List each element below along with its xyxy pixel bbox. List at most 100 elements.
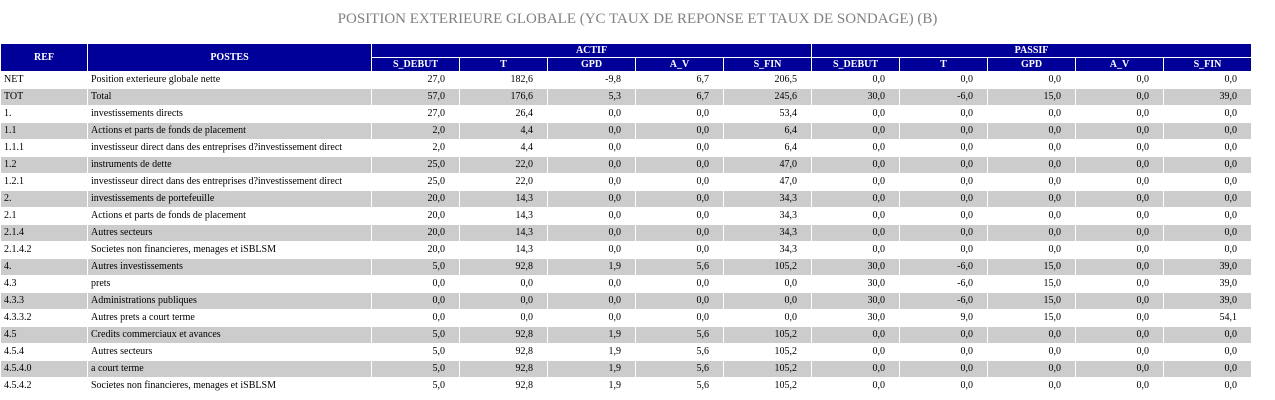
value-cell: 27,0 xyxy=(427,74,446,85)
ref-header: REF xyxy=(1,44,87,71)
value-cell: 0,0 xyxy=(520,312,534,323)
value-cell: 1,9 xyxy=(608,380,622,391)
value-cell: 5,6 xyxy=(636,361,723,377)
table-row: 2.1 Actions et parts de fonds de placemen… xyxy=(1,208,1251,224)
table-row: 4.5.4 Autres secteurs 5,0 92,8 1,9 5,6 105,2 0,… xyxy=(1,344,1251,360)
value-cell: 0,0 xyxy=(1136,244,1150,255)
value-cell: 5,6 xyxy=(696,380,710,391)
ref-cell: 4.3.3 xyxy=(1,293,87,309)
value-cell: 92,8 xyxy=(460,361,547,377)
label-cell: Administrations publiques xyxy=(88,293,371,309)
value-cell: 0,0 xyxy=(1136,108,1150,119)
value-cell: 0,0 xyxy=(520,278,534,289)
value-cell: 0,0 xyxy=(960,244,974,255)
value-cell: 0,0 xyxy=(1048,176,1062,187)
value-cell: 92,8 xyxy=(515,380,534,391)
value-cell: 2,0 xyxy=(432,142,446,153)
subheader-row: S_DEBUT T GPD A_V S_FIN S_DEBUT T GPD A_V S_FIN xyxy=(1,58,1252,71)
value-cell: 0,0 xyxy=(1224,108,1238,119)
value-cell: 0,0 xyxy=(1136,346,1150,357)
group-header: PASSIF xyxy=(812,44,1252,57)
value-cell: 0,0 xyxy=(1076,361,1164,377)
value-cell: 0,0 xyxy=(900,157,988,173)
value-cell: 5,0 xyxy=(372,327,459,343)
value-cell: 0,0 xyxy=(1076,225,1164,241)
value-cell: 0,0 xyxy=(988,123,1076,139)
value-cell: 1,9 xyxy=(608,346,622,357)
column-header: S_FIN xyxy=(724,58,812,71)
value-cell: 0,0 xyxy=(872,74,886,85)
value-cell: 105,2 xyxy=(724,259,812,275)
value-cell: 0,0 xyxy=(1224,74,1238,85)
value-cell: 15,0 xyxy=(988,259,1076,275)
value-cell: 0,0 xyxy=(1048,346,1062,357)
value-cell: 0,0 xyxy=(1076,89,1164,105)
value-cell: 0,0 xyxy=(1048,74,1062,85)
value-cell: 0,0 xyxy=(1164,225,1252,241)
value-cell: 34,3 xyxy=(779,244,798,255)
value-cell: -6,0 xyxy=(900,89,988,105)
value-cell: 0,0 xyxy=(872,244,886,255)
value-cell: 0,0 xyxy=(1136,312,1150,323)
table-row: 1.2.1 investisseur direct dans des entrep… xyxy=(1,174,1251,190)
value-cell: 0,0 xyxy=(900,191,988,207)
value-cell: 0,0 xyxy=(960,210,974,221)
table-body: NET Position exterieure globale nette 27,0… xyxy=(1,72,1252,394)
value-cell: 27,0 xyxy=(427,108,446,119)
value-cell: 182,6 xyxy=(510,74,534,85)
value-cell: 92,8 xyxy=(460,327,547,343)
label-cell: Autres prets a court terme xyxy=(91,312,195,323)
value-cell: 15,0 xyxy=(1043,312,1062,323)
value-cell: 245,6 xyxy=(724,89,812,105)
value-cell: 53,4 xyxy=(779,108,798,119)
value-cell: 1,9 xyxy=(548,361,635,377)
value-cell: 30,0 xyxy=(867,312,886,323)
value-cell: 206,5 xyxy=(774,74,798,85)
value-cell: 0,0 xyxy=(636,293,723,309)
value-cell: 0,0 xyxy=(960,142,974,153)
value-cell: 0,0 xyxy=(1224,380,1238,391)
label-cell: instruments de dette xyxy=(88,157,371,173)
value-cell: 0,0 xyxy=(696,312,710,323)
label-cell: Autres investissements xyxy=(88,259,371,275)
value-cell: 0,0 xyxy=(608,278,622,289)
label-cell: investisseur direct dans des entreprises… xyxy=(91,142,343,153)
label-cell: Societes non financieres, menages et iSB… xyxy=(91,380,276,391)
value-cell: -6,0 xyxy=(900,259,988,275)
value-cell: 92,8 xyxy=(515,346,534,357)
label-cell: Actions et parts de fonds de placement xyxy=(88,123,371,139)
value-cell: 0,0 xyxy=(872,142,886,153)
table-row: TOT Total 57,0 176,6 5,3 6,7 245,6 30,0 -6,0 15,0… xyxy=(1,89,1252,105)
value-cell: 6,4 xyxy=(784,142,798,153)
value-cell: 0,0 xyxy=(608,210,622,221)
column-header: A_V xyxy=(636,58,723,71)
value-cell: 25,0 xyxy=(372,157,459,173)
table-row: 4.3.3.2 Autres prets a court terme 0,0 0,0 0… xyxy=(1,310,1251,326)
table-row: 1.1 Actions et parts de fonds de placemen… xyxy=(1,123,1252,139)
label-cell: investissements directs xyxy=(91,108,183,119)
value-cell: 30,0 xyxy=(812,259,900,275)
table-row: 4.3 prets 0,0 0,0 0,0 0,0 0,0 30,0 -6,0 15,0 0,0 39… xyxy=(1,276,1251,292)
value-cell: 0,0 xyxy=(1076,191,1164,207)
value-cell: 0,0 xyxy=(872,176,886,187)
label-cell: Actions et parts de fonds de placement xyxy=(91,210,246,221)
page-title: POSITION EXTERIEURE GLOBALE (YC TAUX DE … xyxy=(337,11,938,27)
value-cell: 105,2 xyxy=(724,361,812,377)
value-cell: 0,0 xyxy=(548,191,635,207)
value-cell: 0,0 xyxy=(696,176,710,187)
column-header: T xyxy=(900,58,988,71)
ref-cell: 4.5.4 xyxy=(4,346,24,357)
value-cell: 15,0 xyxy=(988,293,1076,309)
value-cell: 5,6 xyxy=(696,346,710,357)
value-cell: 0,0 xyxy=(988,225,1076,241)
value-cell: 9,0 xyxy=(960,312,974,323)
value-cell: 20,0 xyxy=(427,244,446,255)
value-cell: 6,4 xyxy=(724,123,812,139)
table-row: 2.1.4.2 Societes non financieres, menages… xyxy=(1,242,1251,258)
value-cell: 0,0 xyxy=(1164,327,1252,343)
value-cell: -6,0 xyxy=(957,278,974,289)
value-cell: 25,0 xyxy=(427,176,446,187)
value-cell: 0,0 xyxy=(812,327,900,343)
value-cell: 0,0 xyxy=(1164,361,1252,377)
value-cell: 0,0 xyxy=(1048,108,1062,119)
